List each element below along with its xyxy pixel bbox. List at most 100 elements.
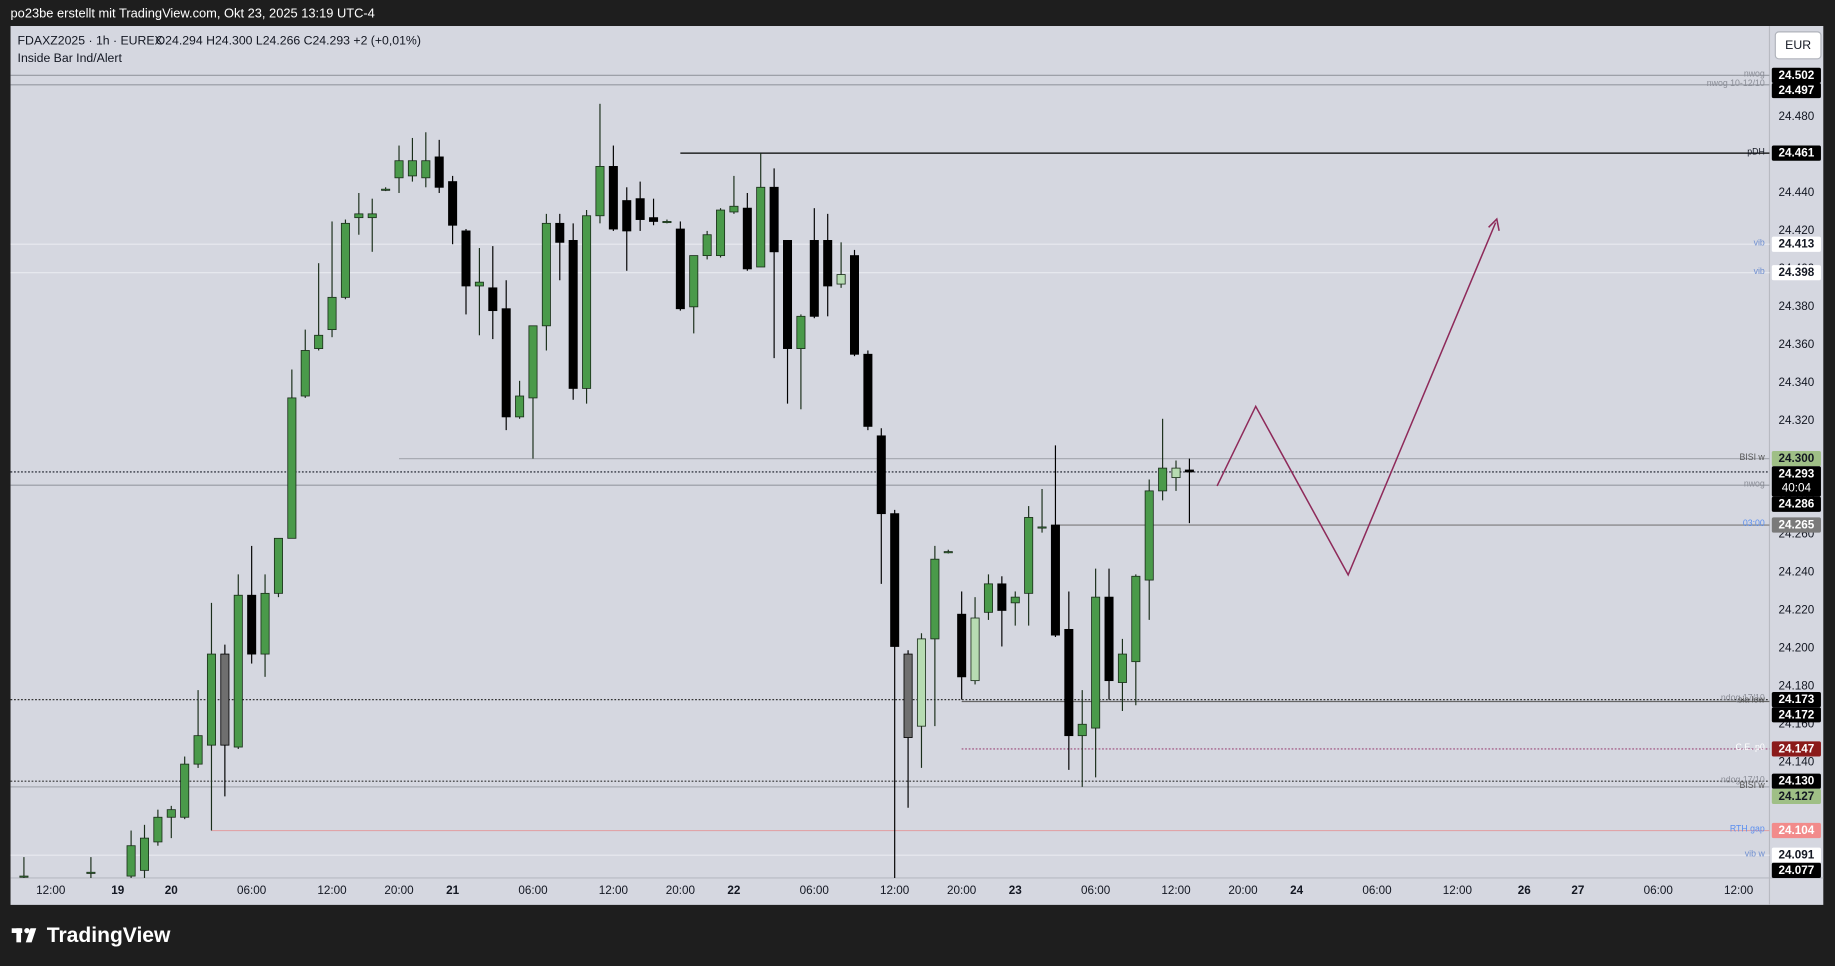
candle-body [126,845,136,877]
projection-path [1216,222,1497,577]
candle-body [729,205,739,213]
candle-body [783,240,793,349]
price-tag [1771,862,1821,878]
y-tick-label: 24.420 [1779,224,1815,237]
x-tick-label: 06:00 [1362,884,1392,897]
x-tick-label: 06:00 [237,884,267,897]
candle-body [1117,653,1127,683]
candle-body [608,166,618,230]
candle-body [1144,490,1154,581]
x-tick-label: 06:00 [1081,884,1111,897]
price-tag-label: 24.172 [1779,708,1815,721]
candle-body [394,160,404,179]
price-tag-label: 24.413 [1779,238,1815,251]
candle-body [273,537,283,594]
candle-body [622,200,632,232]
price-tag [1771,517,1821,533]
candle-body [997,583,1007,611]
price-tag-label: 24.127 [1779,790,1815,803]
candle-body [300,350,310,397]
candle-body [139,837,150,871]
x-tick-label: 22 [727,884,741,897]
currency-box[interactable] [1774,31,1822,60]
candle-body [515,395,525,418]
candle-body [1010,596,1020,604]
y-tick-label: 24.180 [1779,679,1815,692]
candle-body [1171,467,1181,479]
candle-body [488,287,498,312]
candle-body [836,274,846,285]
candle-body [354,213,364,219]
x-tick-label: 19 [111,884,125,897]
price-tag-label: 24.265 [1779,518,1815,531]
candle-body [1077,723,1087,737]
candle-body [809,240,819,317]
candle-body [474,281,484,287]
x-tick-label: 12:00 [36,884,66,897]
y-tick-label: 24.320 [1779,414,1815,427]
price-tag-label: 24.502 [1779,69,1815,82]
x-tick-label: 06:00 [1644,884,1674,897]
candle-body [461,230,471,287]
candle-body [649,217,659,222]
level-label: BISI w [1739,780,1765,790]
level-label: vib [1754,237,1765,247]
price-tag [1771,451,1821,467]
level-label: sia low [1738,695,1765,705]
candle-body [916,638,926,727]
x-tick-label: 20:00 [384,884,414,897]
level-label: BISI w [1739,452,1765,462]
candle-body [220,653,230,746]
price-tag-label: 24.104 [1779,824,1815,837]
candle-body [890,513,900,647]
candle-body [153,816,163,843]
price-tag-label: 24.091 [1779,849,1815,862]
y-tick-label: 24.440 [1779,186,1815,199]
level-label: RTH gap [1730,824,1765,834]
candle-body [1104,596,1114,682]
y-tick-label: 24.340 [1779,376,1815,389]
x-tick-label: 20:00 [1228,884,1258,897]
price-tag-label: 24.147 [1779,742,1815,755]
candle-body [19,875,29,878]
candle-body [582,215,592,389]
candle-body [555,222,565,243]
price-tag [1771,822,1821,839]
x-tick-label: 06:00 [800,884,830,897]
candle-body [367,213,377,219]
candle-body [166,809,176,818]
level-label: nwog 10-12/10 [1707,78,1765,88]
price-tag [1771,692,1821,708]
projection-arrowhead [1488,217,1500,231]
y-tick-label: 24.380 [1779,300,1815,313]
x-tick-label: 20:00 [666,884,696,897]
candle-body [260,592,270,655]
candle-body [448,181,458,226]
level-label: nwog [1744,478,1765,488]
level-label: pDH [1747,146,1765,156]
candle-body [381,188,391,191]
price-tag-label: 24.286 [1779,498,1815,511]
indicator-name: Inside Bar Ind/Alert [18,51,123,65]
y-tick-label: 24.220 [1779,604,1815,617]
price-tag-label: 24.173 [1779,693,1815,706]
price-tag [1771,773,1821,789]
price-tag [1771,741,1821,757]
level-label: ndog 17/10 [1721,693,1765,703]
x-tick-label: 06:00 [518,884,548,897]
y-tick-label: 24.200 [1779,641,1815,654]
attribution: po23be erstellt mit TradingView.com, Okt… [11,6,375,21]
candle-body [541,222,551,327]
level-label: 03:00 [1743,518,1765,528]
candle-body [1131,575,1141,663]
brand: TradingView [47,924,171,947]
price-tag [1771,82,1821,99]
candle-body [635,198,645,220]
candle-body [247,594,257,655]
price-tag [1771,265,1821,281]
candle-body [327,296,337,331]
candle-body [1091,596,1101,729]
candle-body [1184,469,1194,473]
